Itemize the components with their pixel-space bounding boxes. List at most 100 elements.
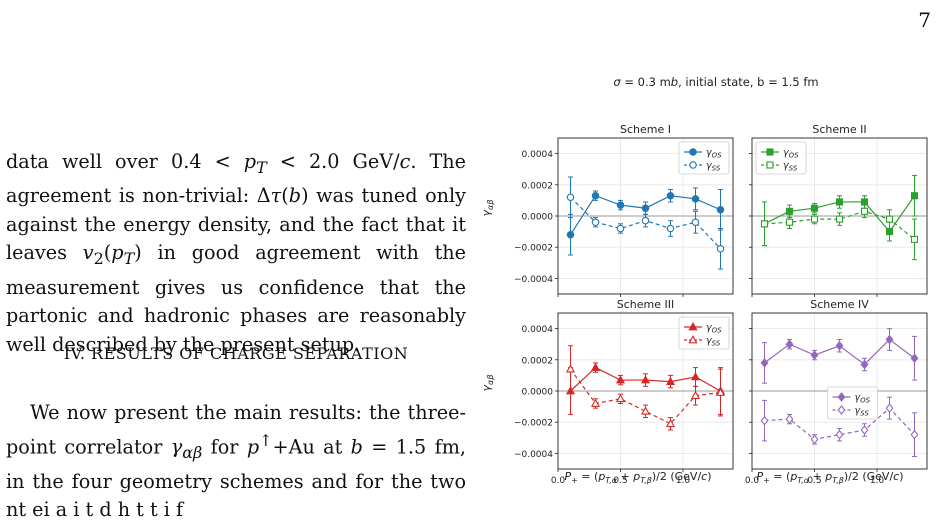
data-point-os — [785, 339, 794, 350]
correlator-figure: σ = 0.3 mb, initial state, b = 1.5 fm Sc… — [480, 75, 928, 486]
x-tick-label: 0.0 — [745, 476, 760, 486]
data-point-ss — [715, 387, 726, 396]
data-point-ss — [566, 193, 575, 202]
data-point-ss — [565, 364, 576, 373]
page-number: 7 — [918, 8, 931, 32]
panel-1: Scheme I −0.0004 −0.0002 0.0000 0.0002 0.0004… — [514, 123, 734, 297]
x-tick-label: 1.0 — [676, 476, 691, 486]
data-point-ss — [810, 215, 819, 223]
y-axis-label-top: γαβ — [480, 200, 495, 217]
y-tick-label: 0.0004 — [522, 150, 554, 160]
data-point-os — [616, 201, 625, 209]
legend-label: γOS — [706, 148, 722, 160]
data-point-ss — [835, 429, 844, 440]
data-point-os — [666, 191, 675, 200]
data-point-ss — [641, 216, 650, 225]
data-point-os — [615, 375, 626, 384]
data-point-os — [590, 362, 601, 371]
data-point-ss — [590, 398, 601, 407]
legend-marker — [688, 335, 698, 344]
y-tick-label: 0.0002 — [522, 181, 554, 191]
data-point-os — [665, 376, 676, 385]
data-point-ss — [760, 415, 769, 426]
legend-marker — [766, 148, 774, 156]
data-point-os — [716, 206, 725, 214]
data-point-os — [566, 230, 575, 239]
legend-marker — [689, 148, 697, 156]
data-point-ss — [640, 406, 651, 415]
data-point-os — [785, 207, 794, 215]
data-point-ss — [665, 418, 676, 428]
data-point-os — [690, 372, 701, 381]
data-point-os — [910, 192, 919, 200]
legend-label: γSS — [706, 161, 721, 173]
paragraph-results: We now present the main results: the thr… — [6, 400, 466, 522]
y-tick-label: −0.0004 — [514, 275, 553, 285]
panel-title: Scheme I — [620, 123, 671, 136]
legend-label: γOS — [855, 393, 871, 405]
x-tick-label: 0.5 — [807, 476, 821, 486]
legend-label: γSS — [855, 406, 870, 418]
data-point-ss — [885, 215, 894, 223]
y-tick-label: 0.0000 — [522, 388, 554, 398]
data-point-ss — [615, 393, 626, 403]
data-point-ss — [785, 414, 794, 424]
x-tick-label: 1.0 — [870, 476, 885, 486]
panel-title: Scheme IV — [810, 298, 869, 311]
y-tick-label: 0.0004 — [522, 325, 554, 335]
data-point-ss — [835, 215, 844, 223]
y-tick-label: 0.0002 — [522, 356, 554, 366]
data-point-os — [591, 191, 600, 200]
figure-suptitle: σ = 0.3 mb, initial state, b = 1.5 fm — [613, 75, 818, 89]
data-point-os — [885, 228, 894, 236]
data-point-os — [835, 198, 844, 206]
data-point-os — [810, 350, 819, 361]
panel-title: Scheme II — [812, 123, 866, 136]
data-point-ss — [910, 429, 919, 440]
legend-label: γSS — [706, 336, 721, 348]
data-point-os — [835, 340, 844, 351]
data-point-os — [641, 204, 650, 212]
x-axis-label-left: P+ = (pT,α + pT,β)/2 (GeV/c) — [564, 470, 711, 485]
data-point-os — [860, 359, 869, 370]
data-point-os — [885, 334, 894, 345]
data-point-os — [691, 195, 700, 203]
data-point-os — [810, 204, 819, 212]
data-point-ss — [691, 218, 700, 226]
data-point-ss — [910, 235, 919, 243]
data-point-os — [640, 375, 651, 384]
x-tick-label: 0.0 — [551, 476, 566, 486]
panel-3: Scheme III−0.0004−0.00020.00000.00020.00… — [514, 298, 734, 486]
legend-label: γOS — [706, 323, 722, 335]
data-point-ss — [591, 218, 600, 226]
data-point-ss — [616, 224, 625, 233]
legend-label: γSS — [783, 161, 798, 173]
y-tick-label: −0.0002 — [514, 244, 553, 254]
y-tick-label: −0.0004 — [514, 450, 553, 460]
y-tick-label: −0.0002 — [514, 419, 553, 429]
legend-marker — [837, 392, 846, 402]
paragraph-intro: data well over 0.4 < pT < 2.0 GeV/c. The… — [6, 150, 467, 356]
section-heading: IV. RESULTS OF CHARGE SEPARATION — [63, 344, 409, 363]
legend-marker — [766, 161, 774, 169]
data-point-ss — [690, 390, 701, 400]
data-point-ss — [785, 218, 794, 226]
data-point-ss — [666, 224, 675, 233]
y-tick-label: 0.0000 — [522, 213, 554, 223]
y-axis-label-bottom: γαβ — [480, 375, 495, 392]
data-point-ss — [760, 220, 769, 228]
data-point-os — [910, 353, 919, 364]
text-column: data well over 0.4 < pT < 2.0 GeV/c. The… — [6, 148, 466, 525]
data-point-ss — [860, 207, 869, 215]
data-point-ss — [885, 403, 894, 414]
data-point-os — [860, 198, 869, 206]
legend-marker — [688, 322, 698, 331]
data-point-os — [760, 358, 769, 368]
data-point-ss — [860, 425, 869, 435]
